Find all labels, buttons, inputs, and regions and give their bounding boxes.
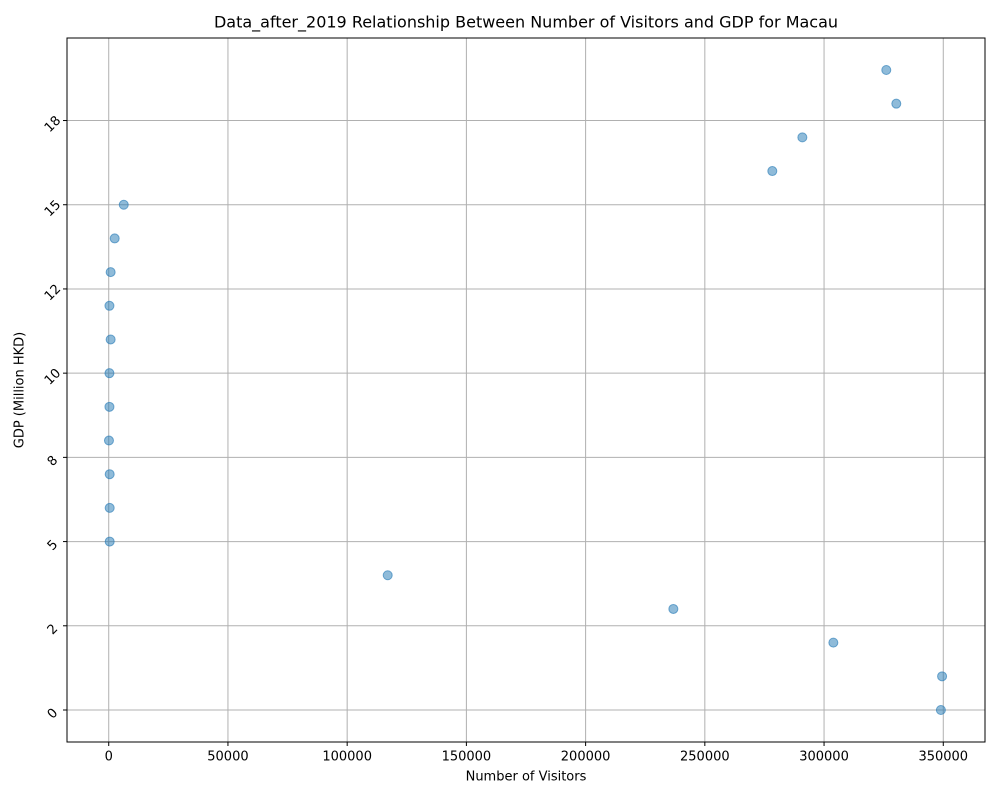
y-tick-label: 2 <box>45 622 61 638</box>
y-tick-label: 18 <box>42 113 64 135</box>
chart-title: Data_after_2019 Relationship Between Num… <box>214 13 838 33</box>
point <box>104 502 115 513</box>
point <box>937 671 948 682</box>
y-axis-label: GDP (Million HKD) <box>13 332 28 449</box>
point <box>105 267 116 278</box>
x-tick-label: 0 <box>105 750 113 765</box>
point <box>104 401 115 412</box>
y-tick-label: 15 <box>42 198 64 220</box>
y-tick-label: 10 <box>42 366 64 388</box>
x-tick-label: 250000 <box>680 750 730 765</box>
point <box>104 300 115 311</box>
y-tick-label: 0 <box>45 706 61 722</box>
point <box>767 166 778 177</box>
point <box>935 705 946 715</box>
x-axis-label: Number of Visitors <box>466 770 587 785</box>
point <box>109 233 120 244</box>
point <box>104 368 115 379</box>
plot-frame <box>66 37 986 743</box>
x-tick-label: 150000 <box>442 750 492 765</box>
x-tick-label: 300000 <box>799 750 849 765</box>
x-tick-label: 350000 <box>918 750 968 765</box>
point <box>118 199 129 210</box>
point <box>103 435 114 446</box>
y-tick-label: 8 <box>45 453 61 469</box>
point <box>828 637 839 648</box>
y-tick-label: 5 <box>45 537 61 553</box>
point <box>104 536 115 547</box>
point <box>797 132 808 143</box>
x-tick-label: 200000 <box>561 750 611 765</box>
y-tick-label: 12 <box>42 282 64 304</box>
x-tick-label: 100000 <box>322 750 372 765</box>
point <box>668 603 679 614</box>
point <box>891 98 902 109</box>
point <box>382 570 393 581</box>
point <box>104 469 115 480</box>
point <box>881 65 892 75</box>
point <box>105 334 116 345</box>
x-tick-label: 50000 <box>207 750 248 765</box>
